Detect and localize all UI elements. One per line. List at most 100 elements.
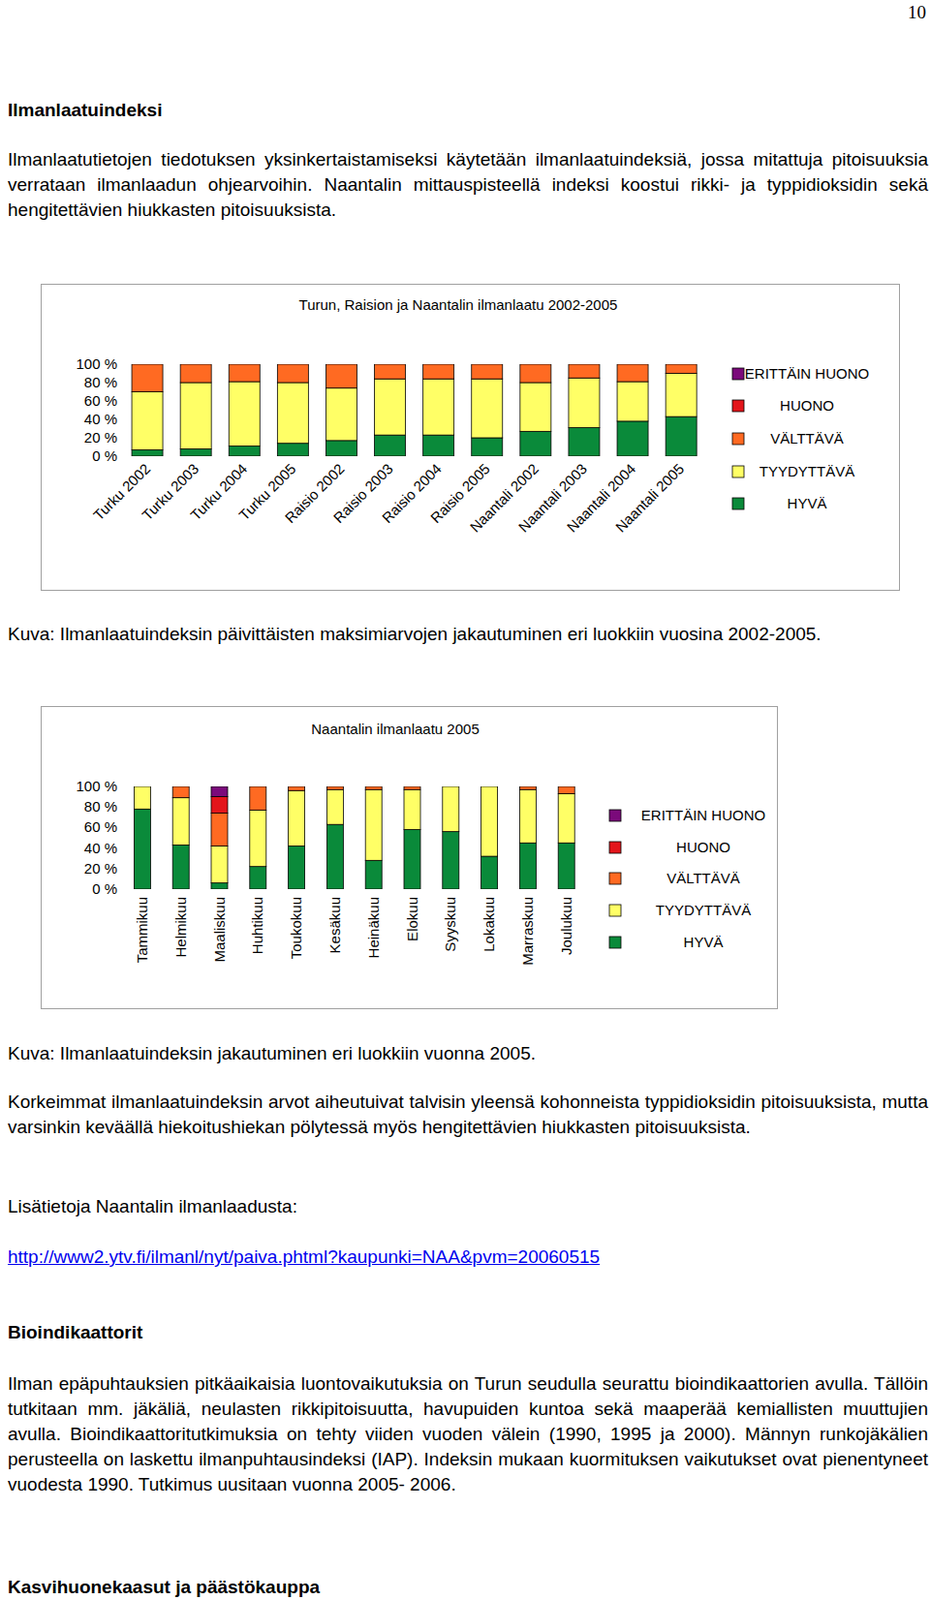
x-tick-label: Joulukuu xyxy=(558,897,575,956)
legend-label: TYYDYTTÄVÄ xyxy=(655,901,751,919)
bar-segment xyxy=(288,786,306,788)
bar-segment xyxy=(288,786,306,791)
bar-segment xyxy=(423,378,455,435)
bar-segment xyxy=(423,364,455,366)
bar-segment xyxy=(665,416,697,457)
legend-swatch xyxy=(609,841,621,854)
link[interactable]: http://www2.ytv.fi/ilmanl/nyt/paiva.phtm… xyxy=(7,1244,929,1271)
bar-segment xyxy=(519,786,536,790)
bar-segment xyxy=(180,448,212,457)
bar-segment xyxy=(228,381,260,447)
bar-segment xyxy=(568,364,600,366)
bar-segment xyxy=(228,364,260,382)
bar-segment xyxy=(481,786,498,788)
y-tick-label: 60 % xyxy=(84,392,118,409)
bar-segment xyxy=(471,364,503,379)
bar-segment xyxy=(471,437,503,457)
legend-label: HUONO xyxy=(779,397,835,414)
y-tick-label: 0 % xyxy=(92,447,118,465)
heading: Ilmanlaatuindeksi xyxy=(7,97,929,124)
bar-segment xyxy=(481,856,498,890)
bar-segment xyxy=(288,786,306,788)
bar-segment xyxy=(365,786,382,788)
bar-segment xyxy=(228,446,260,457)
bar-segment xyxy=(131,364,163,366)
bar-segment xyxy=(172,786,189,788)
bar-segment xyxy=(374,364,406,366)
legend-label: HYVÄ xyxy=(683,933,724,951)
bar-segment xyxy=(442,786,460,833)
bar-segment xyxy=(172,786,189,788)
legend-swatch xyxy=(732,465,744,478)
legend-swatch xyxy=(609,936,621,949)
bar-segment xyxy=(277,364,309,366)
x-tick-label: Helmikuu xyxy=(172,897,189,959)
legend-label: ERITTÄIN HUONO xyxy=(744,365,869,382)
chart-frame: Turun, Raision ja Naantalin ilmanlaatu 2… xyxy=(40,283,900,591)
bar-segment xyxy=(277,364,309,366)
bar-segment xyxy=(374,378,406,435)
bar-segment xyxy=(249,867,267,890)
bar-segment xyxy=(520,431,552,457)
bar-segment xyxy=(442,832,460,890)
bar-segment xyxy=(133,786,151,788)
bar-segment xyxy=(442,786,460,788)
bar-segment xyxy=(133,786,151,809)
bar-segment xyxy=(365,786,382,790)
bar-segment xyxy=(133,808,151,890)
bar-segment xyxy=(374,434,406,457)
bar-segment xyxy=(558,793,575,843)
paragraph: Lisätietoja Naantalin ilmanlaadusta: xyxy=(7,1194,929,1220)
bar-segment xyxy=(180,364,212,366)
bar-segment xyxy=(568,428,600,457)
bar-segment xyxy=(519,786,536,788)
bar-segment xyxy=(403,789,421,830)
bar-segment xyxy=(558,786,575,794)
bar-segment xyxy=(374,364,406,366)
bar-segment xyxy=(277,382,309,444)
bar-segment xyxy=(131,364,163,393)
x-tick-label: Lokakuu xyxy=(480,897,497,953)
heading: Kasvihuonekaasut ja päästökauppa xyxy=(7,1577,929,1599)
legend-label: HUONO xyxy=(676,838,731,856)
bar-segment xyxy=(617,421,649,457)
chart: Turun, Raision ja Naantalin ilmanlaatu 2… xyxy=(41,284,899,590)
bar-segment xyxy=(442,786,460,788)
y-tick-label: 0 % xyxy=(92,880,118,898)
legend-swatch xyxy=(732,368,744,380)
legend-swatch xyxy=(732,497,744,510)
bar-segment xyxy=(325,364,357,366)
y-tick-label: 80 % xyxy=(84,373,118,391)
legend-swatch xyxy=(609,872,621,885)
bar-segment xyxy=(133,786,151,788)
bar-segment xyxy=(172,844,189,890)
legend-label: TYYDYTTÄVÄ xyxy=(759,463,855,480)
bar-segment xyxy=(228,364,260,366)
bar-segment xyxy=(326,786,343,788)
bar-segment xyxy=(520,364,552,383)
bar-segment xyxy=(288,790,306,846)
bar-segment xyxy=(131,364,163,366)
y-tick-label: 20 % xyxy=(84,860,118,877)
bar-segment xyxy=(520,382,552,432)
x-tick-label: Marraskuu xyxy=(519,897,536,966)
x-tick-label: Heinäkuu xyxy=(365,897,382,959)
bar-segment xyxy=(374,364,406,379)
bar-segment xyxy=(617,364,649,382)
bar-segment xyxy=(249,809,267,867)
y-tick-label: 20 % xyxy=(84,429,118,446)
bar-segment xyxy=(442,786,460,788)
chart-title: Naantalin ilmanlaatu 2005 xyxy=(310,720,479,738)
x-tick-label: Kesäkuu xyxy=(326,897,343,954)
bar-segment xyxy=(471,364,503,366)
y-tick-label: 80 % xyxy=(84,798,118,815)
page-number: 10 xyxy=(907,0,927,26)
legend-label: VÄLTTÄVÄ xyxy=(770,430,844,447)
bar-segment xyxy=(133,786,151,788)
bar-segment xyxy=(471,378,503,438)
bar-segment xyxy=(665,364,697,366)
y-tick-label: 40 % xyxy=(84,410,118,428)
bar-segment xyxy=(325,388,357,441)
bar-segment xyxy=(403,830,421,890)
bar-segment xyxy=(325,440,357,457)
